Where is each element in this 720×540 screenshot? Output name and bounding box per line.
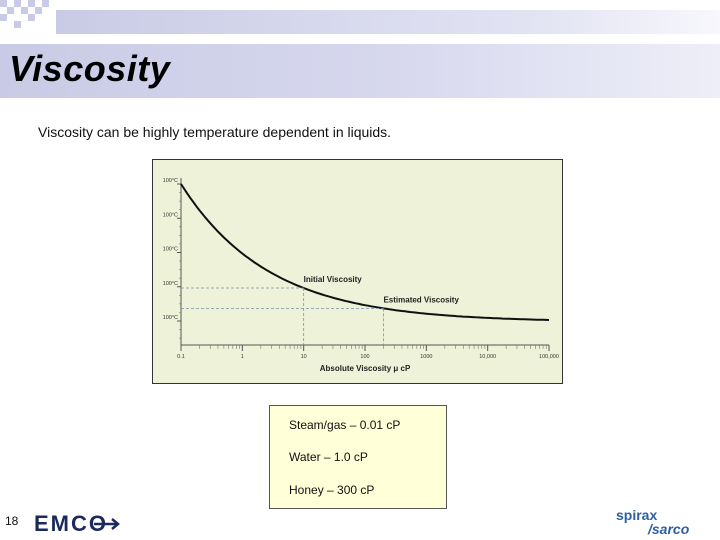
slide-subtitle: Viscosity can be highly temperature depe… <box>38 124 392 140</box>
x-tick-label: 1000 <box>420 354 432 360</box>
note-steam-gas: Steam/gas – 0.01 cP <box>289 418 401 432</box>
svg-text:spirax: spirax <box>616 507 657 523</box>
y-tick-label: 100°C <box>163 212 178 218</box>
note-water: Water – 1.0 cP <box>289 450 368 464</box>
note-honey: Honey – 300 cP <box>289 483 375 497</box>
chart-svg: 100°C 100°C 100°C 100°C 100°C 0.1 1 10 100 1000 10… <box>163 178 559 373</box>
y-tick-label: 100°C <box>163 281 178 287</box>
page-number: 18 <box>5 514 19 528</box>
x-tick-label: 0.1 <box>177 354 185 360</box>
y-tick-label: 100°C <box>163 315 178 321</box>
x-tick-label: 100,000 <box>539 354 559 360</box>
decorative-checker-pattern <box>0 0 49 28</box>
viscosity-examples-box: Steam/gas – 0.01 cP Water – 1.0 cP Honey… <box>269 405 447 509</box>
y-tick-label: 100°C <box>163 247 178 253</box>
title-band <box>0 44 720 98</box>
svg-text:/sarco: /sarco <box>647 521 690 537</box>
x-axis-label: Absolute Viscosity μ cP <box>320 364 411 373</box>
x-tick-label: 100 <box>360 354 369 360</box>
annotation-label: Initial Viscosity <box>304 275 363 284</box>
x-tick-label: 10 <box>301 354 307 360</box>
viscosity-curve <box>180 183 550 321</box>
y-tick-label: 100°C <box>163 178 178 184</box>
viscosity-chart: 100°C 100°C 100°C 100°C 100°C 0.1 1 10 100 1000 10… <box>152 159 563 384</box>
annotation-label: Estimated Viscosity <box>383 295 459 304</box>
spirax-sarco-logo: spirax /sarco <box>616 507 690 537</box>
header-top-band <box>56 10 720 34</box>
emco-logo: EMCO <box>34 511 120 536</box>
slide-title: Viscosity <box>9 48 171 89</box>
x-tick-label: 1 <box>241 354 244 360</box>
x-tick-label: 10,000 <box>479 354 496 360</box>
